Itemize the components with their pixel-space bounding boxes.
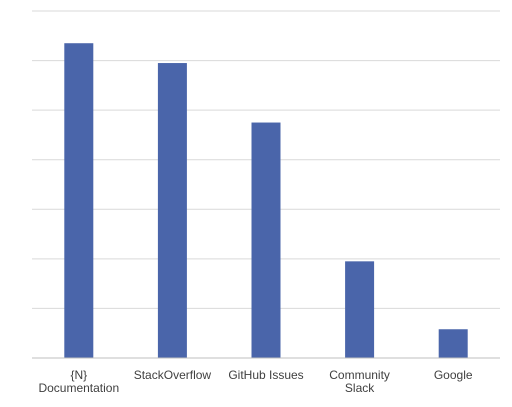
- bar: [345, 261, 375, 358]
- category-label: Community: [329, 368, 390, 382]
- bar: [438, 329, 468, 358]
- category-label: {N}: [70, 368, 87, 382]
- bar: [251, 122, 281, 359]
- category-label: StackOverflow: [134, 368, 212, 382]
- bar: [157, 63, 187, 359]
- category-label: GitHub Issues: [228, 368, 303, 382]
- category-label: Google: [434, 368, 473, 382]
- category-labels: {N}Documentation StackOverflow GitHub Issu…: [38, 368, 472, 395]
- category-label: Slack: [345, 381, 375, 395]
- category-label: Documentation: [38, 381, 119, 395]
- bars: [64, 43, 468, 359]
- bar: [64, 43, 94, 358]
